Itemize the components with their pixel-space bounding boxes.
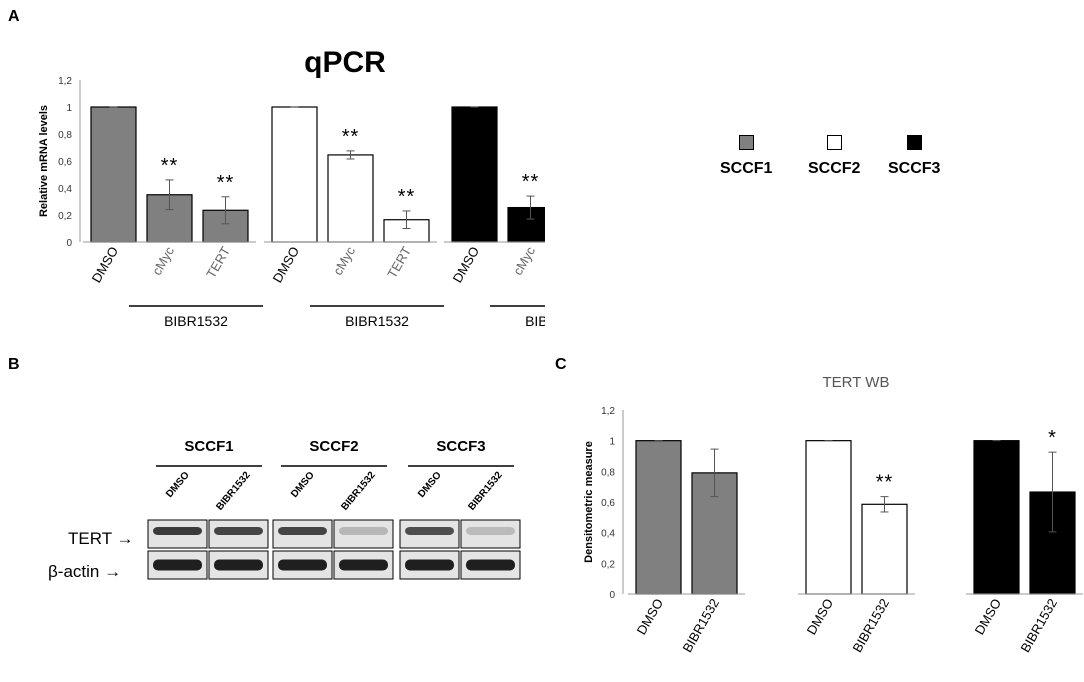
blot-lane-label: DMSO xyxy=(164,470,192,500)
bar-sccf2 xyxy=(271,106,318,243)
y-tick-label: 1,2 xyxy=(601,406,615,417)
actin-band xyxy=(466,559,515,571)
category-label: DMSO xyxy=(450,244,482,285)
legend-swatch-sccf3 xyxy=(906,135,922,150)
legend-label-sccf2: SCCF2 xyxy=(808,160,861,177)
blot-row-label: TERT → xyxy=(68,529,134,548)
category-label: DMSO xyxy=(270,244,302,285)
bar-sccf2 xyxy=(805,440,852,595)
blot-group-label: SCCF1 xyxy=(184,438,233,455)
significance-label: ** xyxy=(161,155,179,177)
treatment-label: BIBR1532 xyxy=(525,313,545,329)
tert-band xyxy=(153,527,202,535)
y-tick-label: 0,2 xyxy=(58,211,72,222)
actin-band xyxy=(278,559,327,571)
y-tick-label: 0,6 xyxy=(601,498,615,509)
y-tick-label: 0 xyxy=(66,238,72,249)
y-tick-label: 1 xyxy=(66,103,72,114)
bar-sccf3 xyxy=(507,206,545,243)
category-label: DMSO xyxy=(804,596,836,637)
category-label: DMSO xyxy=(634,596,666,637)
legend-swatch-sccf1 xyxy=(738,135,754,150)
blot-lane-label: DMSO xyxy=(289,470,317,500)
category-label: BIBR1532 xyxy=(1017,596,1060,655)
blot-lane-label: DMSO xyxy=(416,470,444,500)
actin-band xyxy=(339,559,388,571)
significance-label: ** xyxy=(342,126,360,148)
significance-label: ** xyxy=(522,171,540,193)
actin-band xyxy=(153,559,202,571)
bar-sccf1 xyxy=(635,440,682,595)
category-label: cMyc xyxy=(510,244,538,278)
actin-band xyxy=(214,559,263,571)
significance-label: ** xyxy=(398,186,416,208)
blot-group-label: SCCF2 xyxy=(309,438,358,455)
bar-sccf3 xyxy=(973,440,1020,595)
y-axis-label: Relative mRNA levels xyxy=(38,105,50,217)
significance-label: * xyxy=(1048,427,1057,449)
tert-band xyxy=(278,527,327,535)
y-axis-label: Densitometric measure xyxy=(583,441,595,563)
y-tick-label: 1,2 xyxy=(58,76,72,87)
category-label: TERT xyxy=(384,244,414,281)
blot-row-label: β-actin → xyxy=(48,562,121,581)
category-label: cMyc xyxy=(149,244,177,278)
blot-group-label: SCCF3 xyxy=(436,438,485,455)
tert-band xyxy=(405,527,454,535)
panel-letter-c: C xyxy=(555,356,567,373)
actin-band xyxy=(405,559,454,571)
legend-item-sccf3: SCCF3 xyxy=(888,135,940,178)
y-tick-label: 1 xyxy=(609,437,615,448)
category-label: TERT xyxy=(203,244,233,281)
legend-item-sccf2: SCCF2 xyxy=(808,135,860,178)
tert-band xyxy=(214,527,263,535)
legend-swatch-sccf2 xyxy=(826,135,842,150)
y-tick-label: 0,4 xyxy=(58,184,72,195)
category-label: DMSO xyxy=(89,244,121,285)
legend: SCCF1 SCCF2 SCCF3 xyxy=(700,135,1000,195)
significance-label: ** xyxy=(217,172,235,194)
panel-letter-b: B xyxy=(8,356,20,373)
chart-title: TERT WB xyxy=(823,374,890,391)
tert-band xyxy=(466,527,515,535)
bar-sccf1 xyxy=(90,106,137,243)
bar-sccf2 xyxy=(327,154,374,243)
y-tick-label: 0,2 xyxy=(601,559,615,570)
treatment-label: BIBR1532 xyxy=(164,313,228,329)
category-label: cMyc xyxy=(330,244,358,278)
category-label: BIBR1532 xyxy=(679,596,722,655)
y-tick-label: 0,6 xyxy=(58,157,72,168)
western-blot: SCCF1 DMSO BIBR1532 SCCF2 DMSO BIBR1532 SCCF3 D… xyxy=(48,438,521,581)
bar-sccf3 xyxy=(451,106,498,243)
tert-band xyxy=(339,527,388,535)
blot-lane-label: BIBR1532 xyxy=(339,470,378,513)
y-tick-label: 0,8 xyxy=(58,130,72,141)
tert-wb-chart: TERT WB Densitometric measure 0 0,2 0,4 0,6 0,… xyxy=(583,374,1083,655)
blot-lane-label: BIBR1532 xyxy=(466,470,505,513)
y-tick-label: 0 xyxy=(609,590,615,601)
panel-letter-a: A xyxy=(8,8,20,25)
legend-label-sccf1: SCCF1 xyxy=(720,160,773,177)
qpcr-chart: qPCR Relative mRNA levels 0 0,2 0,4 0,6 0,8 1 1,… xyxy=(38,46,545,329)
chart-title: qPCR xyxy=(304,46,386,79)
legend-item-sccf1: SCCF1 xyxy=(720,135,772,178)
bar-sccf2 xyxy=(861,503,908,595)
blot-lane-label: BIBR1532 xyxy=(214,470,253,513)
treatment-label: BIBR1532 xyxy=(345,313,409,329)
y-tick-label: 0,4 xyxy=(601,529,615,540)
y-tick-label: 0,8 xyxy=(601,467,615,478)
legend-label-sccf3: SCCF3 xyxy=(888,160,941,177)
category-label: DMSO xyxy=(972,596,1004,637)
significance-label: ** xyxy=(876,472,894,494)
category-label: BIBR1532 xyxy=(849,596,892,655)
